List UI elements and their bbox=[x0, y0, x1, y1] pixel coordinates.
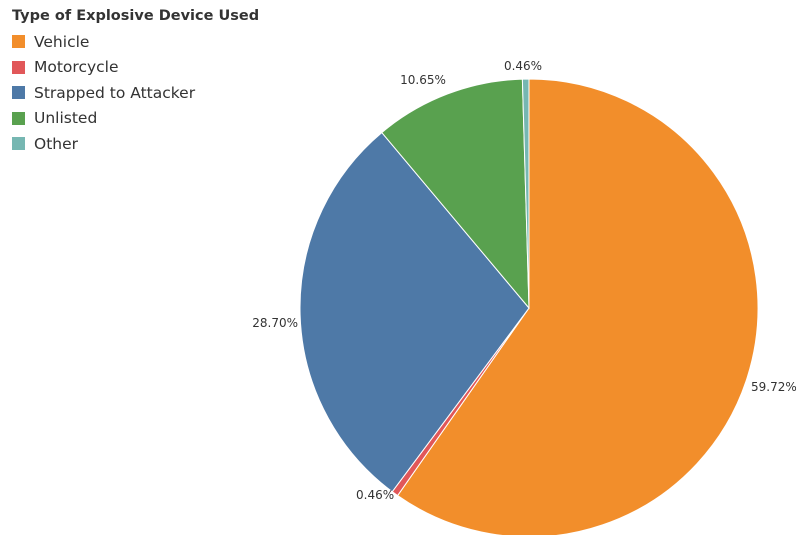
legend-item-strapped-to-attacker[interactable]: Strapped to Attacker bbox=[12, 80, 259, 106]
slice-label-motorcycle: 0.46% bbox=[356, 488, 394, 502]
pie-slice-strapped-to-attacker[interactable] bbox=[299, 131, 530, 493]
legend-item-unlisted[interactable]: Unlisted bbox=[12, 106, 259, 132]
slice-label-strapped-to-attacker: 28.70% bbox=[252, 316, 298, 330]
legend-label-other: Other bbox=[34, 134, 79, 153]
legend-title: Type of Explosive Device Used bbox=[12, 8, 260, 24]
slice-labels: 59.72% 0.46% 28.70% 10.65% 0.46% bbox=[252, 59, 796, 502]
pie-slice-other[interactable] bbox=[521, 78, 530, 309]
slice-label-unlisted: 10.65% bbox=[400, 73, 446, 87]
legend: Type of Explosive Device Used Vehicle Mo… bbox=[12, 8, 259, 157]
slice-label-vehicle: 59.72% bbox=[751, 380, 796, 394]
legend-swatch-unlisted bbox=[12, 111, 25, 125]
legend-label-motorcycle: Motorcycle bbox=[34, 58, 119, 77]
pie-slices bbox=[299, 78, 759, 535]
pie-slice-vehicle[interactable] bbox=[396, 78, 759, 535]
legend-label-vehicle: Vehicle bbox=[34, 32, 90, 51]
legend-label-unlisted: Unlisted bbox=[34, 109, 98, 128]
legend-item-vehicle[interactable]: Vehicle bbox=[12, 29, 259, 55]
legend-item-other[interactable]: Other bbox=[12, 131, 259, 157]
legend-swatch-strapped-to-attacker bbox=[12, 86, 25, 100]
pie-slice-unlisted[interactable] bbox=[381, 78, 530, 310]
legend-swatch-motorcycle bbox=[12, 60, 25, 74]
legend-item-motorcycle[interactable]: Motorcycle bbox=[12, 55, 259, 81]
legend-swatch-vehicle bbox=[12, 35, 25, 49]
slice-label-other: 0.46% bbox=[504, 59, 542, 73]
legend-label-strapped-to-attacker: Strapped to Attacker bbox=[34, 83, 196, 102]
legend-swatch-other bbox=[12, 137, 25, 151]
